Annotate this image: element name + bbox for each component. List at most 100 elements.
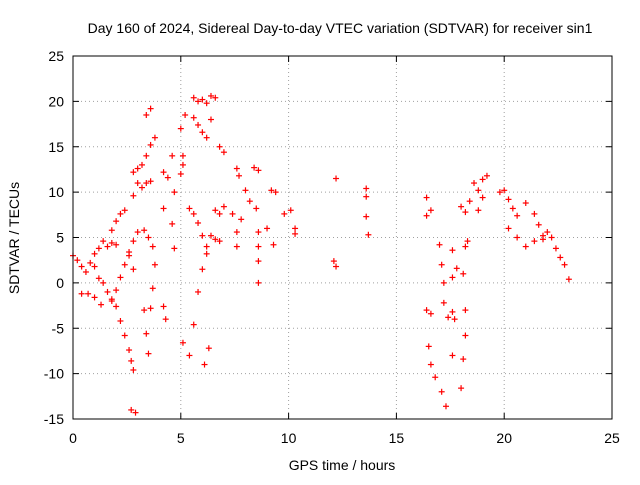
- data-point: [104, 243, 111, 250]
- data-point: [160, 205, 167, 212]
- data-point: [141, 227, 148, 234]
- data-point: [427, 207, 434, 214]
- data-point: [333, 175, 340, 182]
- data-point: [509, 205, 516, 212]
- data-point: [182, 111, 189, 118]
- data-point: [445, 314, 452, 321]
- data-point: [203, 250, 210, 257]
- x-axis-label: GPS time / hours: [289, 457, 396, 473]
- data-point: [117, 317, 124, 324]
- data-point: [475, 187, 482, 194]
- data-point: [475, 207, 482, 214]
- x-tick-label: 5: [177, 430, 185, 446]
- data-point: [479, 194, 486, 201]
- data-point: [514, 234, 521, 241]
- data-point: [287, 207, 294, 214]
- data-point: [132, 409, 139, 416]
- data-point: [190, 210, 197, 217]
- data-point: [333, 263, 340, 270]
- data-point: [143, 152, 150, 159]
- data-point: [268, 187, 275, 194]
- data-point: [466, 198, 473, 205]
- data-point: [134, 229, 141, 236]
- data-point: [253, 205, 260, 212]
- data-point: [141, 307, 148, 314]
- data-point: [451, 316, 458, 323]
- y-tick-labels: -15 -10 -5 0 5 10 15 20 25: [44, 48, 64, 427]
- data-point: [134, 165, 141, 172]
- data-point: [147, 178, 154, 185]
- y-tick-label: -10: [44, 366, 64, 382]
- data-point: [233, 165, 240, 172]
- data-point: [203, 134, 210, 141]
- data-point: [203, 100, 210, 107]
- data-point: [236, 172, 243, 179]
- y-tick-label: 25: [48, 48, 64, 64]
- data-point: [151, 134, 158, 141]
- data-point: [229, 210, 236, 217]
- data-point: [128, 357, 135, 364]
- data-point: [169, 220, 176, 227]
- data-point: [496, 189, 503, 196]
- data-point: [199, 96, 206, 103]
- data-point: [272, 189, 279, 196]
- data-point: [212, 94, 219, 101]
- data-point: [449, 308, 456, 315]
- data-point: [216, 143, 223, 150]
- data-point: [108, 239, 115, 246]
- data-point: [471, 180, 478, 187]
- chart-grid: [73, 56, 612, 419]
- data-point: [292, 225, 299, 232]
- data-point: [130, 238, 137, 245]
- data-point: [113, 287, 120, 294]
- data-point: [186, 205, 193, 212]
- data-point: [462, 243, 469, 250]
- data-point: [199, 129, 206, 136]
- data-point: [233, 229, 240, 236]
- data-point: [501, 187, 508, 194]
- data-point: [121, 332, 128, 339]
- data-point: [199, 232, 206, 239]
- data-point: [233, 243, 240, 250]
- data-point: [95, 275, 102, 282]
- data-points: [70, 92, 572, 416]
- data-point: [100, 279, 107, 286]
- data-point: [78, 290, 85, 297]
- data-point: [195, 121, 202, 128]
- data-point: [438, 388, 445, 395]
- data-point: [179, 161, 186, 168]
- data-point: [531, 238, 538, 245]
- data-point: [238, 216, 245, 223]
- data-point: [216, 210, 223, 217]
- x-tick-label: 15: [389, 430, 405, 446]
- data-point: [147, 141, 154, 148]
- data-point: [145, 350, 152, 357]
- data-point: [78, 263, 85, 270]
- data-point: [462, 209, 469, 216]
- data-point: [171, 245, 178, 252]
- data-point: [74, 257, 81, 264]
- data-point: [98, 301, 105, 308]
- data-point: [160, 169, 167, 176]
- data-point: [207, 232, 214, 239]
- y-axis-label: SDTVAR / TECUs: [6, 182, 22, 294]
- data-point: [203, 243, 210, 250]
- data-point: [432, 374, 439, 381]
- data-point: [171, 189, 178, 196]
- data-point: [292, 230, 299, 237]
- data-point: [330, 258, 337, 265]
- data-point: [453, 265, 460, 272]
- data-point: [143, 330, 150, 337]
- data-point: [117, 210, 124, 217]
- data-point: [205, 345, 212, 352]
- data-point: [479, 176, 486, 183]
- data-point: [270, 241, 277, 248]
- data-point: [561, 261, 568, 268]
- data-point: [195, 288, 202, 295]
- data-point: [505, 225, 512, 232]
- data-point: [427, 310, 434, 317]
- data-point: [212, 236, 219, 243]
- data-point: [145, 234, 152, 241]
- data-point: [531, 210, 538, 217]
- data-point: [423, 307, 430, 314]
